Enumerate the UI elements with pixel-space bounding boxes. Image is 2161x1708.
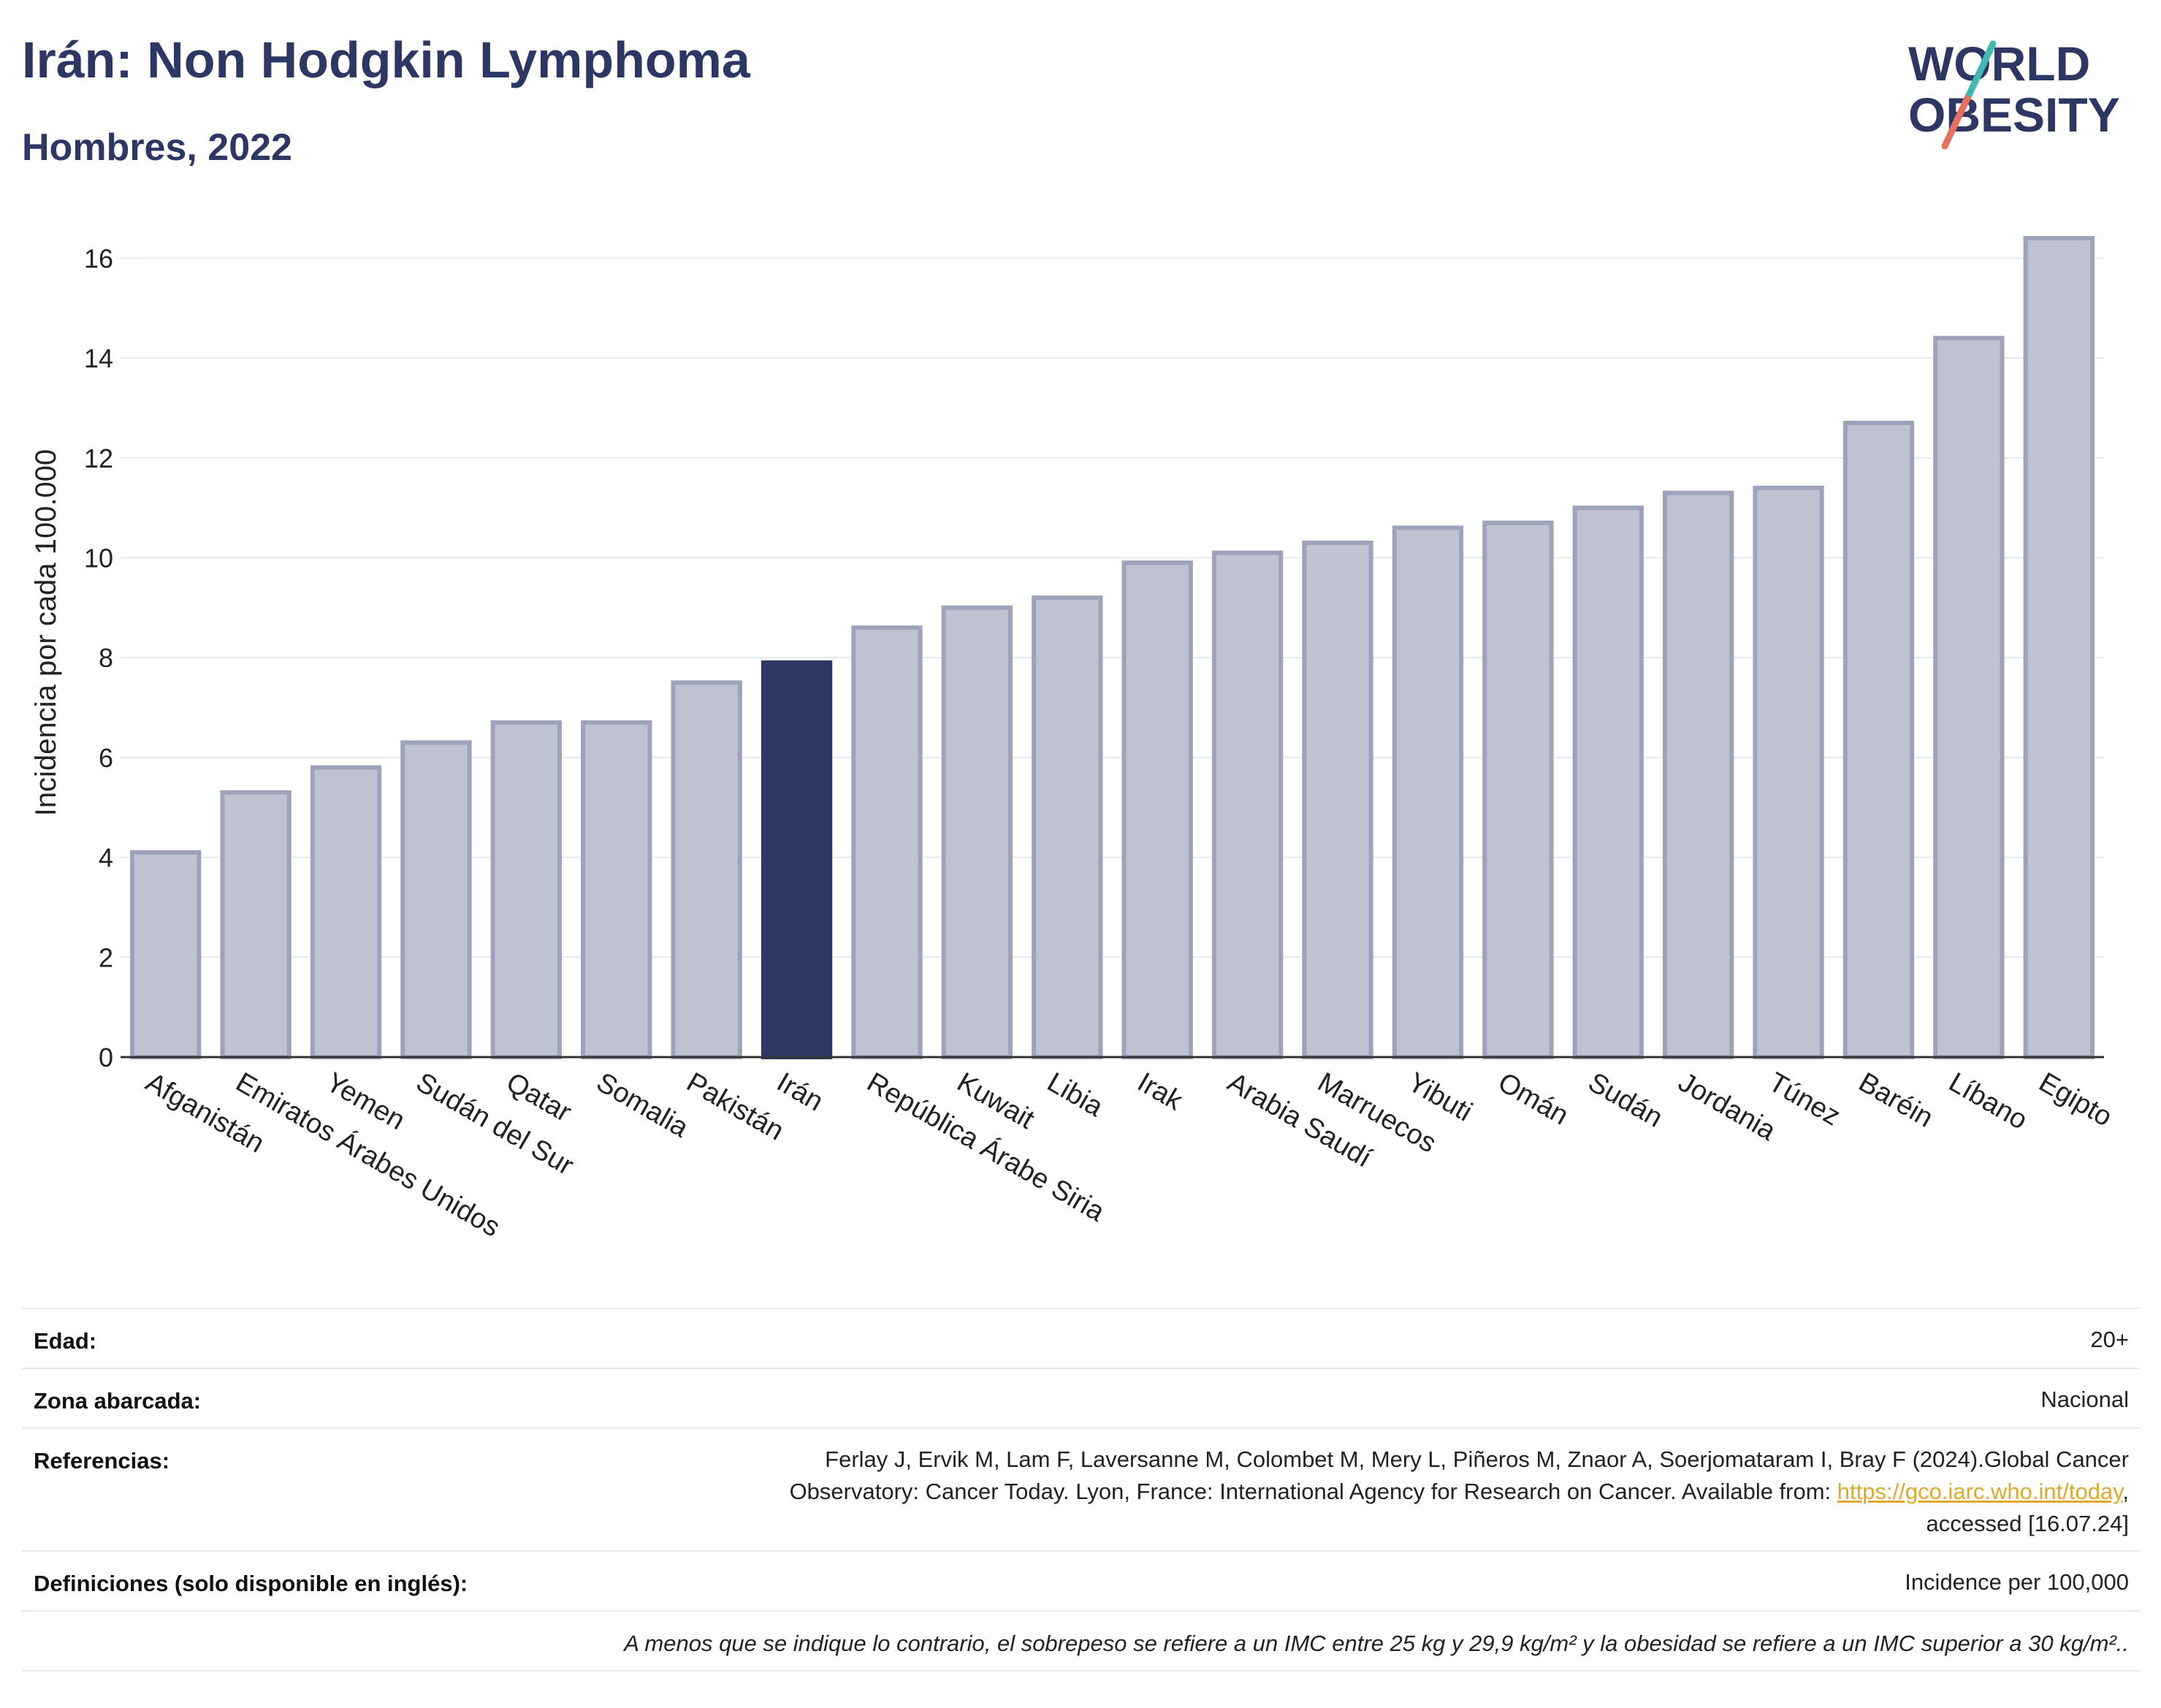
bar-default (1662, 490, 1734, 1059)
world-obesity-logo: WORLD OBESITY (1908, 37, 2120, 150)
bar-default (400, 740, 472, 1059)
edad-value: 20+ (2090, 1327, 2129, 1352)
referencias-value: Ferlay J, Ervik M, Lam F, Laversanne M, … (790, 1444, 2129, 1540)
zona-label: Zona abarcada: (34, 1388, 202, 1414)
x-tick-label: Baréin (1853, 1067, 1938, 1133)
referencias-label: Referencias: (34, 1448, 170, 1473)
bar-default (310, 765, 382, 1060)
bar-default (581, 720, 652, 1059)
bar-default (1933, 335, 2005, 1059)
y-axis-label: Incidencia por cada 100.000 (30, 449, 62, 817)
logo-slash-red (1941, 90, 1973, 150)
bar-default (490, 720, 563, 1059)
footnote-text: A menos que se indique lo contrario, el … (624, 1631, 2123, 1656)
definiciones-label: Definiciones (solo disponible en inglés)… (34, 1571, 468, 1596)
bar-default (671, 680, 742, 1059)
y-tick-label: 0 (99, 1042, 113, 1072)
x-tick-label: Sudán (1583, 1067, 1668, 1133)
row-note: A menos que se indique lo contrario, el … (22, 1610, 2141, 1671)
y-tick-labels: 0 2 4 6 8 10 12 14 16 (84, 243, 113, 1072)
row-referencias: Referencias: Ferlay J, Ervik M, Lam F, L… (22, 1427, 2141, 1552)
zona-value: Nacional (2040, 1387, 2129, 1412)
x-tick-label: Irak (1132, 1067, 1189, 1117)
row-definiciones: Definiciones (solo disponible en inglés)… (22, 1550, 2141, 1612)
bar-default (1032, 595, 1103, 1059)
y-tick-label: 8 (99, 643, 113, 673)
definiciones-value: Incidence per 100,000 (1905, 1569, 2129, 1595)
bar-default (1842, 420, 1915, 1059)
row-edad: Edad: 20+ (22, 1308, 2141, 1369)
bar-default (1121, 560, 1193, 1059)
bar-default (851, 625, 923, 1059)
x-tick-label: Egipto (2034, 1067, 2117, 1132)
bar-default (130, 850, 202, 1059)
footnote: A menos que se indique lo contrario, el … (624, 1631, 2129, 1656)
bar-default (1572, 506, 1644, 1059)
y-tick-label: 14 (84, 343, 113, 373)
page-title: Irán: Non Hodgkin Lymphoma (22, 31, 750, 88)
bar-default (941, 605, 1013, 1059)
edad-label: Edad: (34, 1328, 97, 1354)
row-zona: Zona abarcada: Nacional (22, 1368, 2141, 1429)
bar-highlight (761, 660, 833, 1059)
bar-default (1753, 485, 1824, 1059)
logo-line1: WORLD (1908, 37, 2090, 91)
bar-default (1211, 550, 1284, 1059)
bar-default (1392, 525, 1464, 1059)
x-tick-label: Somalia (591, 1067, 694, 1143)
logo-line2: OBESITY (1908, 88, 2120, 142)
bar-default (1482, 520, 1554, 1059)
y-tick-label: 4 (99, 843, 113, 873)
ref-line2: Observatory: Cancer Today. Lyon, France:… (789, 1479, 2129, 1504)
ref-line1: Ferlay J, Ervik M, Lam F, Laversanne M, … (825, 1446, 2129, 1472)
x-tick-label: Sudán del Sur (411, 1067, 579, 1181)
x-tick-label: Omán (1493, 1067, 1574, 1131)
x-tick-label: Líbano (1943, 1067, 2032, 1135)
bar-default (2023, 236, 2095, 1060)
page-subtitle: Hombres, 2022 (22, 126, 292, 169)
x-tick-label: Irán (771, 1067, 828, 1117)
y-tick-label: 6 (99, 743, 113, 773)
logo-slash-teal (1966, 40, 1997, 97)
y-tick-label: 10 (84, 543, 113, 573)
bars (130, 236, 2095, 1060)
x-tick-label: Jordania (1673, 1067, 1781, 1147)
y-tick-label: 12 (84, 443, 113, 473)
bar-default (220, 790, 291, 1059)
bar-default (1302, 540, 1373, 1059)
x-tick-label: Pakistán (682, 1067, 789, 1146)
table-bottom-border (22, 1670, 2141, 1671)
ref-line2-text: Observatory: Cancer Today. Lyon, France:… (789, 1479, 1832, 1504)
x-tick-label: Libia (1042, 1067, 1108, 1123)
ref-link[interactable]: https://gco.iarc.who.int/today (1837, 1479, 2123, 1504)
y-tick-label: 16 (84, 243, 113, 273)
y-tick-label: 2 (99, 942, 113, 972)
ref-line3: accessed [16.07.24] (1926, 1511, 2129, 1536)
